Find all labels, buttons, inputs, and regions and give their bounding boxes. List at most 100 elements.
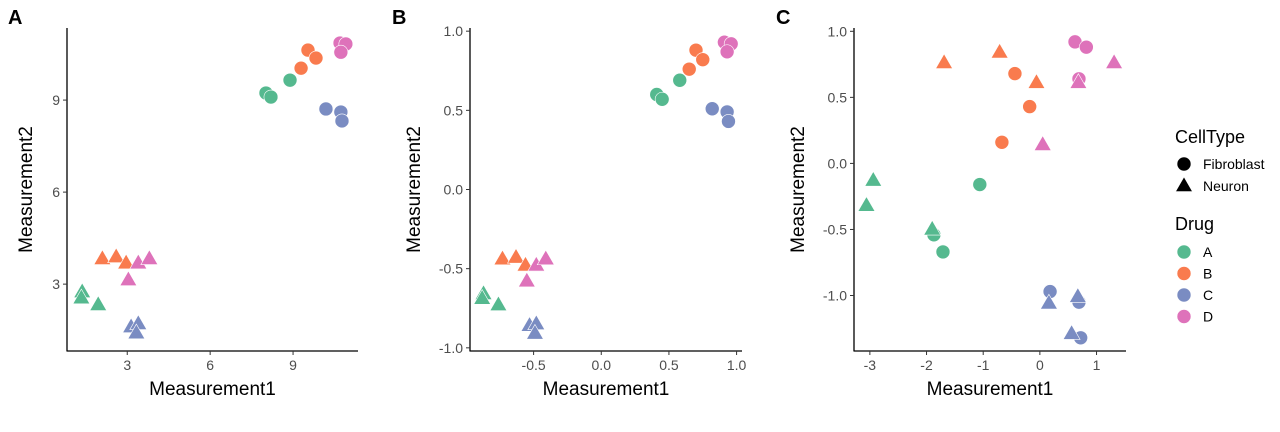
point-C-fibroblast [704,101,720,117]
point-C-neuron [127,323,146,340]
panel-label: B [392,7,406,29]
legend-key-circle [1176,156,1192,172]
y-tick-label: -1.0 [823,288,847,304]
panel-C: C -3 -2 -1 0 1 -1.0 -0.5 0.0 0.5 1.0 Measurement1 Me… [776,7,1126,400]
x-tick-label: 0.5 [659,357,679,373]
x-tick-label: 0 [1036,357,1044,373]
legend-title-drug: Drug [1175,214,1214,234]
point-B-neuron [1027,73,1046,89]
point-B-neuron [506,247,526,264]
point-A-neuron [489,295,508,311]
point-B-fibroblast [695,52,711,67]
y-tick-label: 0.0 [444,182,464,198]
panel-label: A [8,7,22,29]
point-A-fibroblast [654,91,670,107]
x-tick-label: 1 [1093,357,1101,373]
point-B-neuron [107,247,126,264]
point-A-neuron [473,289,492,305]
point-D-neuron [517,271,536,288]
point-A-neuron [72,288,91,305]
y-tick-label: 6 [52,184,60,200]
x-axis-title: Measurement1 [543,379,670,400]
legend-key-drug-C [1176,287,1192,303]
point-A-neuron [89,295,108,311]
point-B-neuron [93,249,112,265]
legend-label: D [1203,309,1213,325]
point-D-fibroblast [333,44,349,60]
legend-key-drug-D [1176,309,1192,324]
point-B-fibroblast [1007,66,1023,81]
y-tick-label: 0.5 [444,102,464,118]
y-axis-title: Measurement2 [788,126,809,253]
legend-key-triangle [1174,176,1194,192]
legend-key-drug-A [1176,244,1192,260]
y-tick-label: 0.0 [828,155,848,171]
x-tick-label: -1 [977,357,990,373]
x-tick-label: 6 [206,357,214,373]
x-axis-title: Measurement1 [149,379,276,400]
panel-B: B -0.5 0.0 0.5 1.0 -1.0 -0.5 0.0 0.5 1.0 Measureme… [392,7,747,400]
panel-A: A 3 6 9 3 6 9 Measurement1 Measurement2 [8,7,358,400]
y-tick-label: -0.5 [823,221,847,237]
point-D-neuron [140,249,159,265]
point-B-fibroblast [994,134,1010,150]
x-tick-label: 9 [289,357,297,373]
x-tick-label: -3 [864,357,877,373]
x-axis-title: Measurement1 [927,379,1054,400]
legend-label: A [1203,244,1213,260]
point-C-fibroblast [318,101,334,117]
y-axis-title: Measurement2 [16,126,37,253]
x-tick-label: 3 [123,357,131,373]
y-axis-title: Measurement2 [404,126,425,253]
point-B-neuron [493,249,512,266]
y-tick-label: 3 [52,276,60,292]
point-A-neuron [864,170,883,187]
point-D-neuron [1069,73,1088,89]
x-tick-label: 0.0 [592,357,612,373]
point-C-neuron [1062,324,1081,340]
point-B-fibroblast [1022,99,1037,114]
legend-label: B [1203,266,1212,282]
point-A-fibroblast [263,89,279,105]
point-C-fibroblast [334,113,350,129]
point-B-neuron [990,42,1009,59]
legend-label: Neuron [1203,178,1249,194]
point-B-fibroblast [308,50,324,66]
point-C-neuron [1068,287,1087,303]
point-D-fibroblast [1079,39,1094,55]
point-B-fibroblast [681,61,697,77]
panel-label: C [776,7,790,29]
legend-title-celltype: CellType [1175,127,1245,147]
point-C-fibroblast [721,114,736,129]
legend-key-drug-B [1176,266,1192,281]
legend-label: C [1203,287,1213,303]
legend-label: Fibroblast [1203,156,1265,172]
y-tick-label: 9 [52,92,60,108]
y-tick-label: -0.5 [439,261,463,277]
point-B-fibroblast [293,60,309,76]
point-D-fibroblast [719,44,735,60]
point-D-neuron [536,249,555,266]
y-tick-label: -1.0 [439,340,463,356]
y-tick-label: 0.5 [828,89,848,105]
x-tick-label: -0.5 [522,357,546,373]
y-tick-label: 1.0 [444,23,464,39]
point-A-fibroblast [972,177,988,192]
point-A-fibroblast [282,72,298,88]
point-D-neuron [1033,135,1052,151]
point-D-neuron [119,270,138,287]
point-A-fibroblast [935,244,951,260]
point-D-neuron [1105,53,1124,69]
x-tick-label: 1.0 [727,357,747,373]
point-B-neuron [117,253,136,270]
point-C-neuron [1039,293,1058,310]
point-A-neuron [857,195,876,212]
point-B-neuron [935,53,954,69]
point-A-fibroblast [672,72,688,88]
x-tick-label: -2 [920,357,933,373]
y-tick-label: 1.0 [828,23,848,39]
point-A-neuron [923,219,942,236]
point-C-neuron [525,323,544,340]
